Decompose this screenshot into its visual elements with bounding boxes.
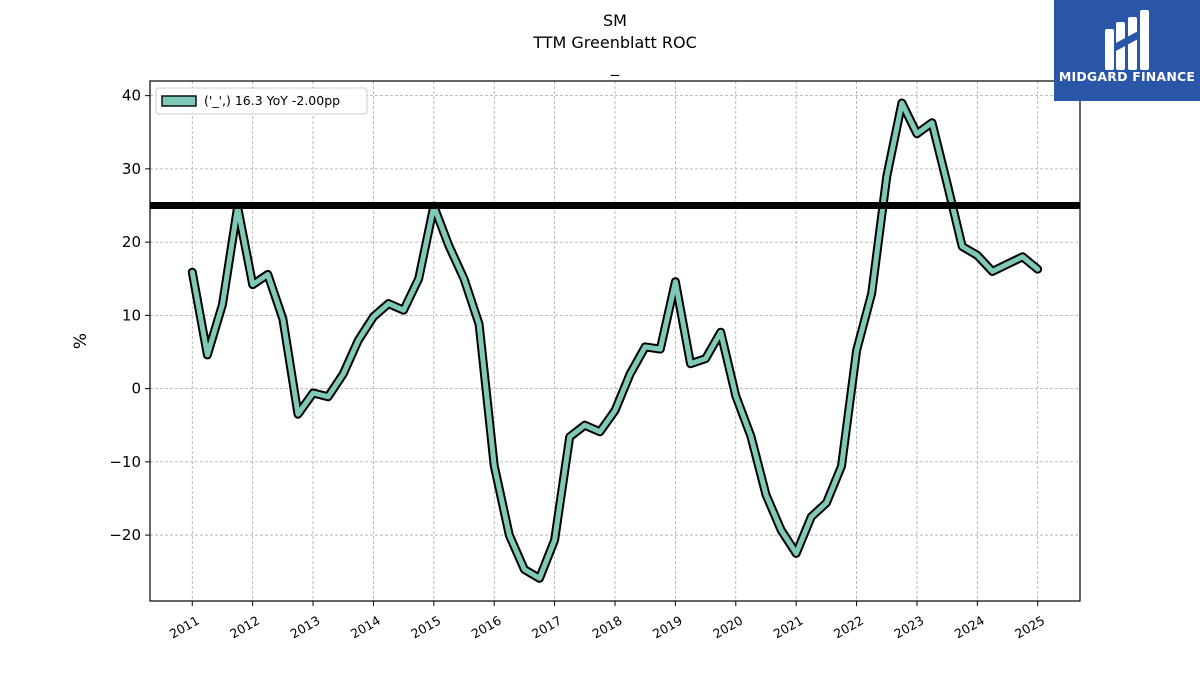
- x-tick-label: 2012: [227, 613, 262, 642]
- x-tick-label: 2014: [348, 613, 383, 642]
- x-tick-label: 2017: [529, 613, 564, 642]
- brand-logo: MIDGARD FINANCE: [1054, 0, 1200, 101]
- y-tick-label: 10: [122, 306, 141, 324]
- x-tick-label: 2018: [589, 613, 624, 642]
- x-tick-label: 2019: [650, 613, 685, 642]
- x-tick-label: 2023: [891, 613, 926, 642]
- y-tick-label: 30: [122, 160, 141, 178]
- y-axis-label: %: [71, 333, 91, 349]
- y-tick-label: −20: [109, 526, 141, 544]
- series-line: [189, 100, 1041, 581]
- x-tick-label: 2020: [710, 613, 745, 642]
- chart-title: SM: [603, 11, 627, 30]
- series-layer: [187, 98, 1043, 583]
- brand-mark-icon: [1105, 10, 1149, 70]
- x-tick-label: 2016: [469, 613, 504, 642]
- x-tick-label: 2015: [408, 613, 443, 642]
- x-tick-label: 2025: [1012, 613, 1047, 642]
- x-tick-label: 2022: [831, 613, 866, 642]
- legend: ('_',) 16.3 YoY -2.00pp: [155, 87, 368, 115]
- y-tick-label: 0: [131, 380, 141, 398]
- x-tick-label: 2013: [288, 613, 323, 642]
- brand-name: MIDGARD FINANCE: [1058, 69, 1196, 84]
- y-tick-label: −10: [109, 453, 141, 471]
- x-axis: 2011 2012 2013 2014 2015 2016 2017 2018 2019 2020…: [167, 601, 1047, 642]
- x-tick-label: 2024: [952, 613, 987, 642]
- chart-subtitle-2: _: [611, 57, 619, 76]
- y-tick-label: 40: [122, 87, 141, 105]
- legend-box: [155, 87, 368, 115]
- legend-swatch: [161, 95, 197, 107]
- grid: [150, 81, 1080, 601]
- y-axis: −20 −10 0 10 20 30 40: [109, 87, 150, 544]
- legend-label: ('_',) 16.3 YoY -2.00pp: [204, 93, 340, 108]
- chart-subtitle: TTM Greenblatt ROC: [533, 33, 697, 52]
- x-tick-label: 2021: [771, 613, 806, 642]
- y-tick-label: 20: [122, 233, 141, 251]
- x-tick-label: 2011: [167, 613, 202, 642]
